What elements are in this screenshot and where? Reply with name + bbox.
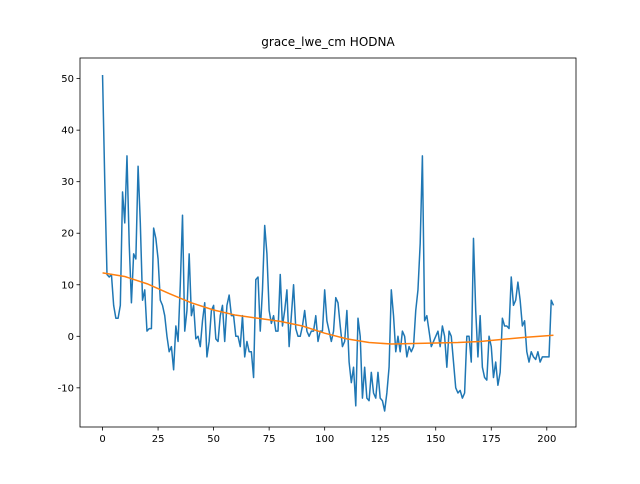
y-tick-label: 40 xyxy=(61,126,74,137)
y-tick-label: -10 xyxy=(58,383,74,394)
x-tick-label: 125 xyxy=(371,434,390,445)
y-tick-label: 0 xyxy=(68,332,74,343)
data-line xyxy=(101,74,555,412)
y-tick-label: 20 xyxy=(61,229,74,240)
x-tick-label: 100 xyxy=(315,434,334,445)
chart-title: grace_lwe_cm HODNA xyxy=(261,35,395,49)
y-tick-label: 30 xyxy=(61,177,74,188)
x-tick-label: 150 xyxy=(426,434,445,445)
x-tick-label: 200 xyxy=(537,434,556,445)
y-tick-label: 50 xyxy=(61,74,74,85)
data-line xyxy=(102,272,554,345)
x-tick-label: 0 xyxy=(99,434,105,445)
x-tick-label: 75 xyxy=(263,434,276,445)
x-tick-label: 50 xyxy=(207,434,220,445)
plot-frame xyxy=(79,57,577,428)
y-tick-label: 10 xyxy=(61,280,74,291)
x-tick-label: 175 xyxy=(482,434,501,445)
x-tick-label: 25 xyxy=(152,434,165,445)
